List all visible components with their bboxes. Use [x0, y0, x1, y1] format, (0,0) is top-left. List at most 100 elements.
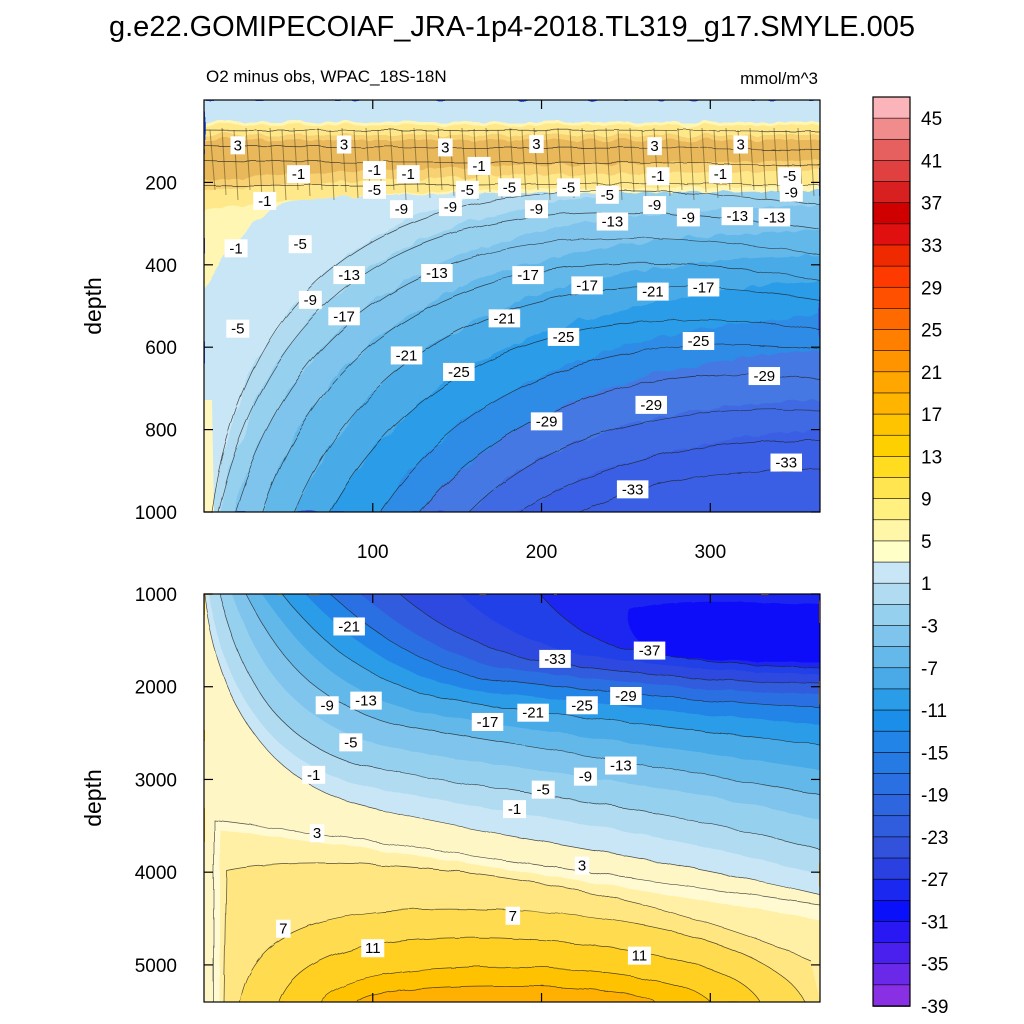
- contour-label: -9: [438, 198, 462, 217]
- contour-label-box: [633, 641, 666, 660]
- contour-label: -29: [610, 687, 642, 705]
- contour-label-text: -25: [448, 364, 470, 381]
- contour-label: 3: [230, 136, 246, 155]
- colorbar-swatch: [872, 329, 911, 352]
- bottom-contour-labels: -21-37-33-13-9-29-25-21-17-5-13-9-5-1-13…: [276, 617, 666, 965]
- figure-title: g.e22.GOMIPECOIAF_JRA-1p4-2018.TL319_g17…: [109, 11, 915, 43]
- colorbar-tick-label: 33: [921, 236, 942, 257]
- contour-label-box: [505, 906, 521, 925]
- contour-label-box: [230, 136, 246, 155]
- contour-label: -9: [389, 200, 413, 219]
- bottom-y-axis-label: depth: [80, 769, 106, 827]
- contour-label: -17: [328, 307, 360, 326]
- contour-label-text: -13: [726, 208, 748, 225]
- contour-label: -17: [471, 712, 504, 731]
- contour-label-box: [524, 200, 548, 219]
- contour-label-box: [573, 767, 597, 786]
- contour-label: -29: [530, 412, 563, 431]
- contour-label: 3: [733, 135, 748, 154]
- contour-label-text: 3: [313, 825, 321, 842]
- contour-label: -9: [573, 767, 597, 786]
- contour-label-box: [287, 165, 311, 184]
- contour-label-text: -5: [601, 187, 614, 204]
- bottom-y-axis: 1000 2000 3000 4000 5000: [135, 585, 820, 977]
- colorbar-swatch: [872, 265, 911, 289]
- contour-label-box: [574, 856, 590, 875]
- colorbar-swatch: [872, 794, 911, 817]
- contour-label-box: [627, 946, 651, 965]
- contour-label-box: [302, 765, 326, 784]
- contour-label-text: -21: [396, 347, 418, 364]
- contour-label-text: -9: [785, 185, 798, 202]
- colorbar-tick-label: -27: [921, 870, 948, 891]
- y-tick-label: 1000: [135, 503, 177, 524]
- colorbar-tick-label: 45: [921, 109, 942, 130]
- contour-label-box: [635, 395, 667, 414]
- contour-label-text: -1: [472, 158, 485, 175]
- contour-label: 3: [336, 135, 352, 154]
- colorbar-tick-label: 13: [921, 447, 942, 468]
- contour-label: -1: [302, 765, 326, 784]
- contour-label-box: [389, 200, 413, 219]
- contour-label-box: [596, 212, 629, 231]
- colorbar-swatch: [872, 498, 911, 521]
- contour-label-box: [646, 167, 670, 186]
- contour-label: -1: [253, 191, 277, 210]
- contour-label-text: -9: [648, 197, 661, 214]
- contour-label: -1: [396, 165, 420, 184]
- y-tick-label: 400: [145, 256, 177, 277]
- colorbar-tick-label: 5: [921, 532, 932, 553]
- contour-label-text: -5: [503, 179, 516, 196]
- contour-label-box: [339, 733, 363, 752]
- contour-label-box: [647, 137, 662, 156]
- contour-label-text: -29: [615, 688, 637, 705]
- colorbar-swatch: [872, 984, 911, 1007]
- contour-label: -1: [467, 156, 491, 175]
- contour-label-box: [708, 165, 732, 184]
- contour-label-box: [557, 178, 581, 197]
- contour-label-box: [488, 309, 521, 328]
- colorbar-swatch: [872, 413, 911, 437]
- contour-label: -9: [315, 696, 339, 715]
- contour-label-text: -17: [693, 279, 715, 296]
- contour-label-text: -21: [522, 705, 544, 722]
- contour-label: -13: [350, 691, 382, 710]
- contour-label: 11: [627, 946, 651, 965]
- contour-label-text: -13: [602, 214, 624, 231]
- colorbar-tick-label: -7: [921, 659, 938, 680]
- contour-label-text: -13: [426, 265, 448, 282]
- contour-label-text: 11: [365, 940, 381, 957]
- contour-label-text: -17: [477, 714, 499, 731]
- colorbar-swatch: [872, 604, 911, 627]
- colorbar-swatch: [872, 477, 911, 500]
- colorbar-swatch: [872, 540, 911, 563]
- contour-label-box: [471, 712, 504, 731]
- contour-label-box: [758, 208, 791, 227]
- contour-label: -1: [708, 165, 732, 184]
- contour-label-box: [547, 327, 580, 346]
- contour-label: -5: [288, 235, 312, 254]
- contour-label-box: [253, 191, 277, 210]
- top-contour-field: [204, 100, 820, 512]
- colorbar-swatch: [872, 646, 911, 669]
- contour-label-box: [721, 207, 754, 226]
- contour-label: -25: [682, 332, 715, 351]
- contour-label-box: [390, 346, 423, 365]
- contour-label-box: [467, 156, 491, 175]
- colorbar-swatch: [872, 117, 911, 141]
- contour-label-box: [421, 264, 453, 283]
- contour-label: -13: [758, 208, 791, 227]
- contour-label-text: -29: [536, 413, 558, 430]
- contour-label: -1: [224, 239, 248, 258]
- contour-label-text: -1: [258, 193, 271, 210]
- contour-label-text: -33: [544, 651, 566, 668]
- top-plot-frame: [203, 99, 821, 513]
- contour-label: -5: [497, 178, 521, 197]
- contour-label-box: [503, 800, 527, 819]
- contour-label: -25: [443, 362, 475, 381]
- contour-label-text: 3: [441, 139, 449, 156]
- contour-label: -1: [287, 165, 311, 184]
- contour-label-text: 3: [340, 136, 348, 153]
- contour-label-text: -5: [461, 182, 474, 199]
- bottom-plot-frame: [203, 593, 821, 1003]
